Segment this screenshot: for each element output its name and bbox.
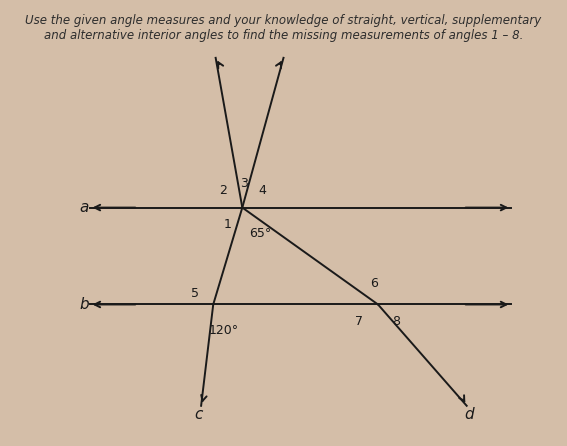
Text: 65°: 65° <box>249 227 272 240</box>
Text: d: d <box>464 407 474 422</box>
Text: 6: 6 <box>370 277 378 290</box>
Text: 8: 8 <box>392 315 400 328</box>
Text: 5: 5 <box>191 287 199 300</box>
Text: 4: 4 <box>259 184 266 197</box>
Text: 120°: 120° <box>209 324 239 338</box>
Text: b: b <box>79 297 88 312</box>
Text: 7: 7 <box>354 315 363 328</box>
Text: c: c <box>194 407 203 422</box>
Text: Use the given angle measures and your knowledge of straight, vertical, supplemen: Use the given angle measures and your kn… <box>26 14 541 42</box>
Text: 3: 3 <box>240 177 248 190</box>
Text: 1: 1 <box>224 218 232 231</box>
Text: 2: 2 <box>219 184 227 197</box>
Text: a: a <box>79 200 88 215</box>
